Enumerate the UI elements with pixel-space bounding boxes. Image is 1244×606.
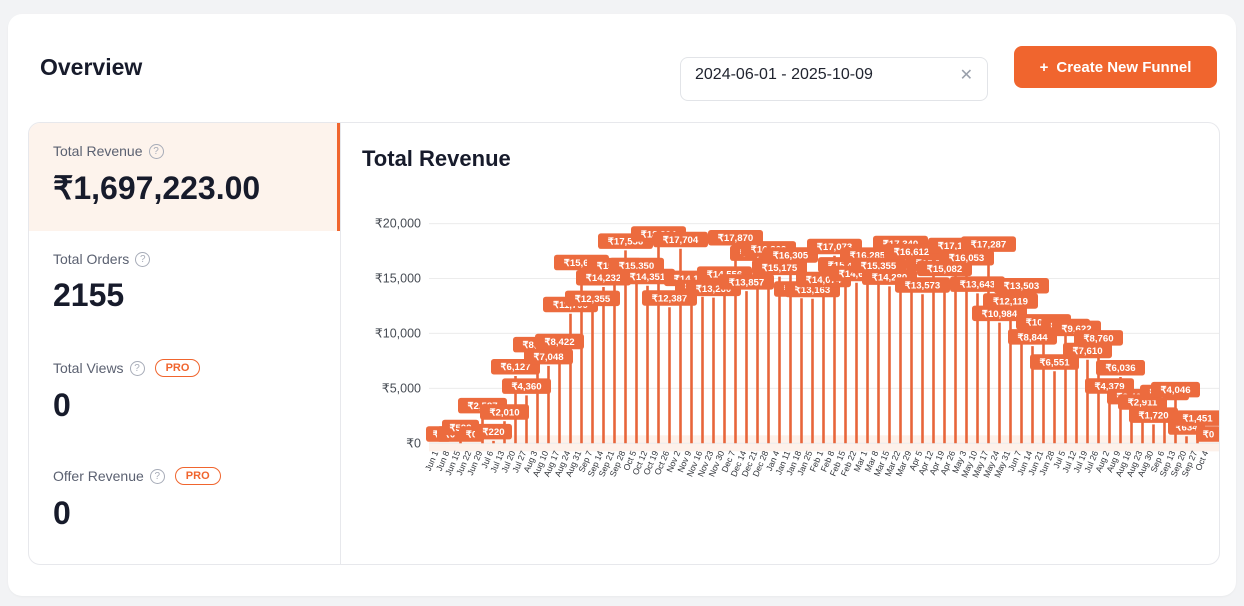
svg-text:₹13,573: ₹13,573 (905, 280, 940, 291)
svg-text:₹10,984: ₹10,984 (982, 309, 1018, 320)
svg-text:₹12,119: ₹12,119 (993, 296, 1028, 307)
svg-text:₹15,175: ₹15,175 (762, 263, 798, 274)
svg-text:₹5,000: ₹5,000 (382, 381, 421, 395)
svg-text:₹0: ₹0 (1203, 430, 1214, 441)
svg-text:₹13,643: ₹13,643 (960, 280, 995, 291)
svg-text:₹15,000: ₹15,000 (375, 272, 421, 286)
svg-text:₹220: ₹220 (482, 427, 504, 438)
svg-text:₹4,360: ₹4,360 (511, 382, 541, 393)
svg-text:₹8,760: ₹8,760 (1083, 333, 1113, 344)
svg-text:₹13,857: ₹13,857 (729, 277, 764, 288)
svg-text:₹10,000: ₹10,000 (375, 326, 421, 340)
svg-text:₹7,610: ₹7,610 (1072, 346, 1102, 357)
svg-text:₹1,451: ₹1,451 (1182, 414, 1213, 425)
svg-text:₹1,720: ₹1,720 (1138, 411, 1168, 422)
svg-text:₹17,287: ₹17,287 (971, 240, 1006, 251)
svg-text:₹7,048: ₹7,048 (533, 352, 564, 363)
svg-text:₹14,232: ₹14,232 (586, 273, 621, 284)
svg-text:₹0: ₹0 (406, 436, 421, 450)
svg-text:₹13,503: ₹13,503 (1004, 281, 1039, 292)
svg-text:₹4,046: ₹4,046 (1160, 385, 1190, 396)
svg-text:₹6,036: ₹6,036 (1105, 363, 1135, 374)
svg-text:₹2,010: ₹2,010 (489, 407, 519, 418)
svg-text:₹12,355: ₹12,355 (575, 294, 611, 305)
svg-text:₹17,704: ₹17,704 (663, 235, 699, 246)
svg-text:₹8,422: ₹8,422 (544, 337, 574, 348)
svg-text:₹6,551: ₹6,551 (1039, 358, 1070, 369)
svg-text:₹16,053: ₹16,053 (949, 253, 984, 264)
svg-text:₹14,351: ₹14,351 (630, 272, 666, 283)
svg-text:₹20,000: ₹20,000 (375, 217, 421, 231)
svg-text:₹16,305: ₹16,305 (773, 250, 809, 261)
